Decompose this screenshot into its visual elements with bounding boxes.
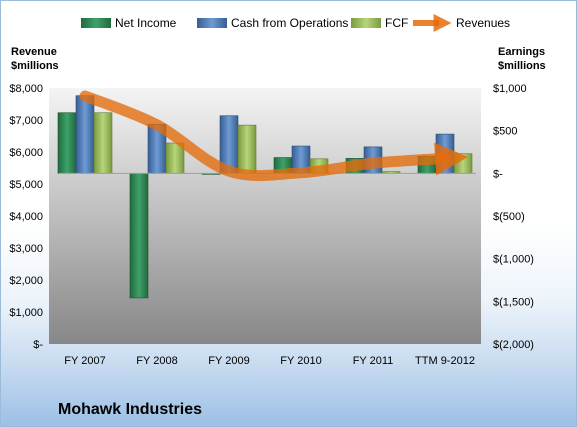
revenue-line-series — [79, 90, 469, 182]
left-tick-label: $- — [33, 339, 43, 351]
bar-net-income — [129, 173, 149, 299]
legend-swatch-cash-from-operations — [197, 18, 227, 28]
category-label: FY 2007 — [64, 355, 105, 367]
right-tick-label: $(2,000) — [493, 339, 534, 351]
right-tick-label: $(1,000) — [493, 254, 534, 266]
left-axis-ticks: $- $1,000 $2,000 $3,000 $4,000 $5,000 $6,000 $7… — [9, 83, 43, 351]
bar-net-income — [57, 112, 77, 174]
left-tick-label: $1,000 — [9, 307, 43, 319]
legend-swatch-fcf — [351, 18, 381, 28]
right-tick-label: $500 — [493, 126, 517, 138]
legend-label-cash-from-operations: Cash from Operations — [231, 16, 348, 30]
left-tick-label: $7,000 — [9, 115, 43, 127]
bar-fcf — [237, 124, 257, 174]
bar-fcf — [93, 112, 113, 174]
left-tick-label: $3,000 — [9, 243, 43, 255]
plot-area — [49, 88, 481, 344]
left-tick-label: $5,000 — [9, 179, 43, 191]
left-tick-label: $4,000 — [9, 211, 43, 223]
revenue-point — [300, 172, 302, 174]
right-tick-label: $- — [493, 168, 503, 180]
left-axis-title-line1: Revenue — [11, 46, 57, 58]
revenue-point — [444, 157, 446, 159]
revenue-point — [372, 162, 374, 164]
revenue-point — [156, 124, 158, 126]
legend-label-revenues: Revenues — [456, 16, 510, 30]
legend-swatch-net-income — [81, 18, 111, 28]
legend-label-net-income: Net Income — [115, 16, 177, 30]
right-axis-ticks: $(2,000) $(1,500) $(1,000) $(500) $- $500 $1,0… — [493, 83, 534, 351]
category-label: FY 2010 — [280, 355, 321, 367]
category-label: FY 2009 — [208, 355, 249, 367]
right-tick-label: $1,000 — [493, 83, 527, 95]
revenue-line — [79, 90, 469, 182]
bar-cash-from-operations — [75, 95, 95, 174]
revenue-point — [84, 95, 86, 97]
right-tick-label: $(500) — [493, 211, 525, 223]
legend: Net Income Cash from Operations FCF Reve… — [81, 14, 510, 32]
right-axis-title-line2: $millions — [498, 60, 546, 72]
category-label: FY 2008 — [136, 355, 177, 367]
category-label: TTM 9-2012 — [415, 355, 475, 367]
bar-fcf — [453, 153, 473, 174]
category-labels: FY 2007 FY 2008 FY 2009 FY 2010 FY 2011 TTM 9… — [64, 355, 475, 367]
category-label: FY 2011 — [353, 355, 394, 367]
legend-label-fcf: FCF — [385, 16, 408, 30]
left-tick-label: $2,000 — [9, 275, 43, 287]
left-tick-label: $6,000 — [9, 147, 43, 159]
left-tick-label: $8,000 — [9, 83, 43, 95]
right-tick-label: $(1,500) — [493, 296, 534, 308]
revenue-point — [228, 170, 230, 172]
left-axis-title-line2: $millions — [11, 60, 59, 72]
right-axis-title-line1: Earnings — [498, 46, 545, 58]
company-name: Mohawk Industries — [58, 401, 202, 418]
